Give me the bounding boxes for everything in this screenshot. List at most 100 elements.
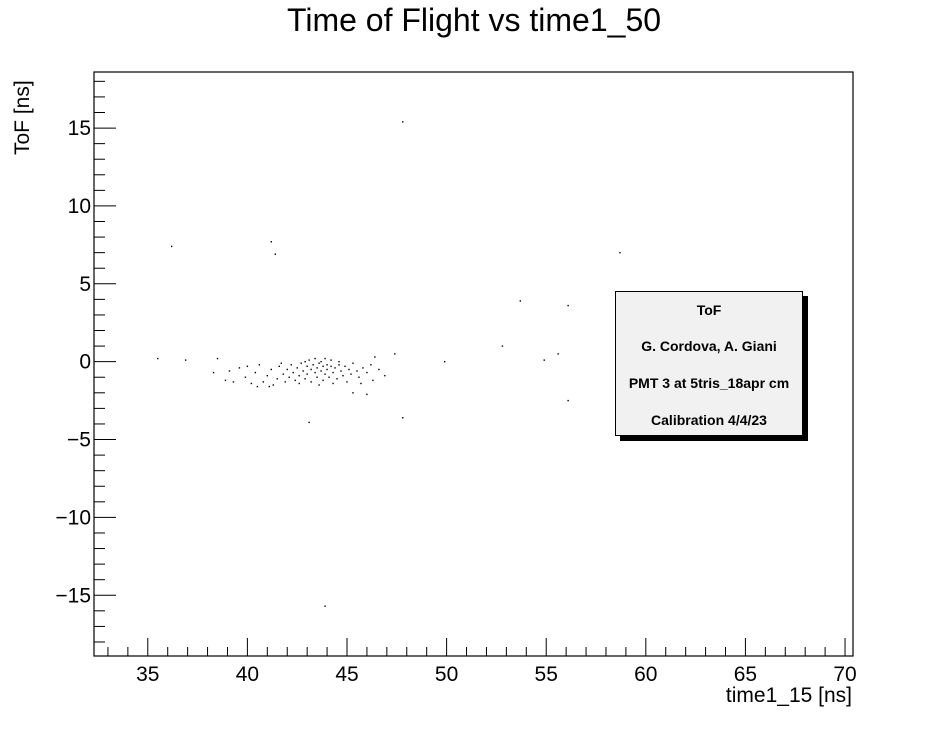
data-point bbox=[170, 245, 173, 248]
data-point bbox=[324, 373, 326, 375]
data-point bbox=[320, 360, 322, 363]
data-point bbox=[296, 367, 298, 369]
data-point bbox=[320, 370, 322, 372]
legend-line-1: ToF bbox=[696, 302, 722, 318]
chart-title: Time of Flight vs time1_50 bbox=[286, 2, 662, 38]
data-point bbox=[250, 382, 253, 385]
data-point bbox=[318, 384, 320, 386]
data-point bbox=[272, 384, 274, 386]
data-point bbox=[557, 353, 559, 355]
x-tick-label: 55 bbox=[535, 663, 558, 686]
data-point bbox=[330, 365, 332, 368]
data-point bbox=[278, 365, 280, 368]
data-point bbox=[332, 382, 334, 385]
data-point bbox=[366, 371, 368, 374]
data-point bbox=[519, 300, 522, 302]
data-point bbox=[384, 374, 386, 377]
data-point bbox=[286, 368, 288, 371]
data-point bbox=[282, 373, 284, 375]
data-point bbox=[324, 605, 326, 607]
data-point bbox=[366, 393, 368, 396]
axis-ticks bbox=[94, 80, 846, 656]
data-point bbox=[352, 392, 354, 394]
y-tick-label: 15 bbox=[68, 117, 91, 140]
plot-frame bbox=[93, 71, 854, 657]
data-point bbox=[374, 356, 376, 358]
data-point bbox=[336, 378, 338, 380]
data-point bbox=[326, 368, 328, 371]
legend-line-3: PMT 3 at 5tris_18apr cm bbox=[628, 375, 790, 391]
data-point bbox=[298, 382, 300, 385]
data-point bbox=[304, 378, 306, 380]
data-point bbox=[342, 374, 344, 377]
data-point bbox=[304, 360, 306, 363]
x-tick-label: 65 bbox=[734, 663, 757, 686]
x-tick-label: 40 bbox=[236, 663, 259, 686]
data-point bbox=[402, 417, 404, 419]
data-point bbox=[314, 357, 316, 360]
data-point bbox=[157, 357, 159, 360]
data-point bbox=[270, 368, 272, 371]
data-point bbox=[266, 374, 269, 377]
data-point bbox=[352, 362, 354, 364]
data-point bbox=[294, 379, 296, 382]
legend-box: ToF G. Cordova, A. Giani PMT 3 at 5tris_… bbox=[615, 291, 803, 436]
data-point bbox=[348, 368, 350, 371]
data-point bbox=[256, 385, 259, 388]
data-point bbox=[300, 362, 302, 364]
data-point bbox=[330, 359, 332, 361]
legend-line-2: G. Cordova, A. Giani bbox=[641, 338, 777, 354]
data-point bbox=[238, 367, 241, 369]
data-point bbox=[310, 381, 312, 383]
data-point bbox=[543, 359, 545, 361]
scatter-points bbox=[157, 121, 621, 607]
data-point bbox=[332, 371, 334, 374]
data-point bbox=[270, 241, 272, 243]
data-point bbox=[501, 345, 504, 347]
data-point bbox=[212, 371, 215, 374]
data-point bbox=[228, 370, 231, 372]
data-point bbox=[324, 357, 326, 360]
y-tick-label: −10 bbox=[55, 506, 91, 529]
data-point bbox=[288, 376, 290, 378]
data-point bbox=[567, 399, 569, 402]
data-point bbox=[326, 364, 328, 366]
data-point bbox=[346, 381, 348, 383]
y-axis-label: ToF [ns] bbox=[11, 80, 34, 155]
data-point bbox=[402, 121, 404, 123]
data-point bbox=[316, 376, 318, 378]
data-point bbox=[334, 367, 336, 369]
data-point bbox=[276, 378, 278, 380]
data-point bbox=[280, 362, 282, 364]
data-point bbox=[356, 370, 358, 372]
y-tick-label: 10 bbox=[68, 195, 91, 218]
data-point bbox=[244, 376, 247, 378]
data-point bbox=[322, 365, 324, 368]
data-point bbox=[328, 376, 330, 378]
data-point bbox=[290, 364, 292, 366]
data-point bbox=[254, 371, 257, 374]
data-point bbox=[292, 371, 294, 374]
data-point bbox=[232, 381, 235, 383]
data-point bbox=[246, 365, 249, 368]
data-point bbox=[216, 357, 219, 360]
data-point bbox=[314, 371, 316, 374]
x-axis-label: time1_15 [ns] bbox=[725, 684, 852, 707]
y-tick-label: −5 bbox=[67, 429, 91, 452]
data-point bbox=[224, 379, 227, 382]
data-point bbox=[344, 365, 346, 368]
data-point bbox=[316, 367, 318, 369]
data-point bbox=[394, 353, 396, 355]
data-point bbox=[312, 364, 314, 366]
y-tick-label: −15 bbox=[55, 584, 91, 607]
x-tick-label: 60 bbox=[634, 663, 657, 686]
data-point bbox=[338, 360, 340, 363]
axis-tick-labels: 35 40 45 50 55 60 65 70 −15 −10 −5 0 5 10 15 bbox=[55, 117, 856, 686]
data-point bbox=[360, 382, 362, 385]
data-point bbox=[284, 381, 286, 383]
data-point bbox=[372, 379, 374, 382]
data-point bbox=[308, 359, 310, 361]
data-point bbox=[310, 368, 312, 371]
data-point bbox=[258, 364, 261, 366]
